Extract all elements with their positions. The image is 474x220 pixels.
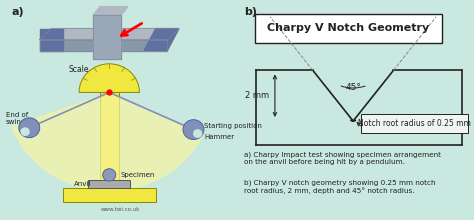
FancyBboxPatch shape	[100, 92, 118, 187]
Circle shape	[183, 120, 204, 139]
Circle shape	[20, 127, 30, 136]
Text: Anvil: Anvil	[74, 181, 92, 187]
Text: Specimen: Specimen	[121, 172, 155, 178]
Polygon shape	[39, 40, 167, 51]
Text: a): a)	[12, 7, 24, 16]
Text: End of
swing: End of swing	[6, 112, 28, 125]
Text: 45°: 45°	[345, 82, 361, 92]
Polygon shape	[39, 29, 179, 40]
Text: b) Charpy V notch geometry showing 0.25 mm notch
root radius, 2 mm, depth and 45: b) Charpy V notch geometry showing 0.25 …	[244, 179, 436, 194]
Polygon shape	[144, 29, 179, 51]
FancyBboxPatch shape	[361, 114, 468, 133]
Polygon shape	[93, 7, 128, 15]
Circle shape	[103, 169, 116, 181]
Text: Hammer: Hammer	[204, 134, 235, 140]
Wedge shape	[79, 64, 139, 92]
Text: Notch root radius of 0.25 mm: Notch root radius of 0.25 mm	[358, 119, 471, 128]
FancyBboxPatch shape	[88, 180, 130, 188]
FancyBboxPatch shape	[63, 188, 155, 202]
Text: Scale: Scale	[69, 65, 89, 74]
Text: b): b)	[244, 7, 257, 16]
Text: www.twi.co.uk: www.twi.co.uk	[101, 207, 141, 211]
Wedge shape	[11, 92, 204, 191]
Text: Charpy V Notch Geometry: Charpy V Notch Geometry	[267, 23, 429, 33]
Text: a) Charpy Impact test showing specimen arrangement
on the anvil before being hit: a) Charpy Impact test showing specimen a…	[244, 152, 441, 165]
Text: Starting position: Starting position	[204, 123, 262, 129]
Circle shape	[193, 129, 202, 138]
FancyBboxPatch shape	[255, 14, 442, 43]
Polygon shape	[93, 15, 121, 59]
Circle shape	[19, 118, 40, 138]
Text: 2 mm: 2 mm	[245, 91, 269, 100]
Polygon shape	[39, 29, 63, 51]
